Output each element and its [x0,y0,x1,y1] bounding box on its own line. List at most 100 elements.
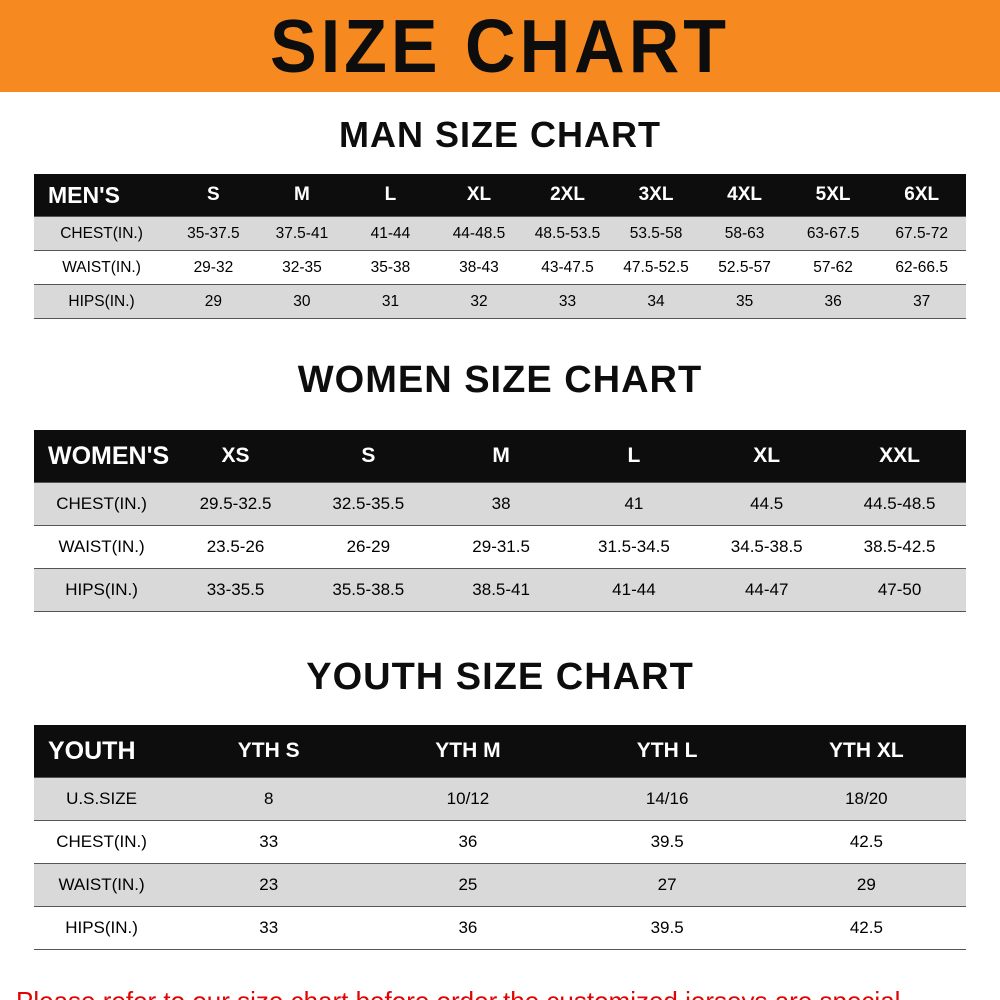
cell: 10/12 [446,789,490,808]
table-row: HIPS(IN.) 33 36 39.5 42.5 [34,907,966,950]
table-row: HIPS(IN.) 33-35.5 35.5-38.5 38.5-41 41-44 44-… [34,568,966,612]
row-label: HIPS(IN.) [68,292,135,310]
cell: 58-63 [724,224,765,242]
cell: 35-37.5 [187,224,240,242]
column-header: L [346,174,435,217]
column-header: S [169,174,258,217]
size-table: YOUTH YTH S YTH M YTH L YTH XL U.S.SIZE 8 10/12… [34,725,966,950]
cell: 47.5-52.5 [623,258,689,276]
cell: 39.5 [650,832,684,851]
cell: 29-32 [193,258,234,276]
column-header: 2XL [523,174,612,217]
cell: 36 [458,832,478,851]
row-label: HIPS(IN.) [65,918,138,937]
cell: 42.5 [849,918,883,937]
cell: 14/16 [645,789,689,808]
women-size-table: WOMEN'S XS S M L XL XXL CHEST(IN.) 29.5-32.5 32.5… [34,430,966,612]
cell: 42.5 [849,832,883,851]
cell: 32.5-35.5 [332,494,405,513]
cell: 35.5-38.5 [332,580,405,599]
cell: 44.5 [750,494,784,513]
cell: 33 [558,292,577,310]
table-header-row: YOUTH YTH S YTH M YTH L YTH XL [34,725,966,778]
cell: 43-47.5 [541,258,594,276]
cell: 44.5-48.5 [863,494,936,513]
table-header-label: YOUTH [34,725,170,778]
cell: 35-38 [370,258,411,276]
table-row: CHEST(IN.) 35-37.5 37.5-41 41-44 44-48.5 48.5… [34,216,966,251]
cell: 39.5 [650,918,684,937]
cell: 30 [293,292,311,310]
cell: 32-35 [282,258,322,276]
row-label: U.S.SIZE [66,789,137,808]
table-row: WAIST(IN.) 23 25 27 29 [34,863,966,907]
cell: 29.5-32.5 [199,494,272,513]
cell: 18/20 [845,789,888,808]
men-section-heading: MAN SIZE CHART [339,114,661,155]
table-row: WAIST(IN.) 23.5-26 26-29 29-31.5 31.5-34.5 34… [34,526,966,569]
cell: 53.5-58 [629,224,683,242]
cell: 29 [856,875,876,894]
section-men: MAN SIZE CHART MEN'S S M L XL 2XL 3XL 4XL 5XL 6XL… [0,114,1000,319]
youth-size-table: YOUTH YTH S YTH M YTH L YTH XL U.S.SIZE 8 10/12… [34,725,966,950]
cell: 67.5-72 [895,224,948,242]
table-header-row: MEN'S S M L XL 2XL 3XL 4XL 5XL 6XL [34,174,966,217]
row-label: CHEST(IN.) [56,832,147,851]
cell: 41-44 [612,580,656,599]
cell: 8 [263,789,274,808]
banner: SIZE CHART [0,0,1000,92]
cell: 62-66.5 [895,258,948,276]
cell: 26-29 [346,537,391,556]
cell: 31.5-34.5 [597,537,670,556]
column-header: XL [434,174,524,217]
cell: 27 [657,875,677,894]
column-header: YTH L [567,725,767,778]
column-header: 6XL [877,174,966,217]
cell: 33-35.5 [206,580,265,599]
cell: 33 [259,918,279,937]
size-table: WOMEN'S XS S M L XL XXL CHEST(IN.) 29.5-32.5 32.5… [34,430,966,612]
row-label: WAIST(IN.) [62,258,141,276]
women-section-heading: WOMEN SIZE CHART [297,359,703,401]
cell: 31 [381,292,400,310]
men-size-table: MEN'S S M L XL 2XL 3XL 4XL 5XL 6XL CHEST(IN.) 35-37… [34,174,966,319]
cell: 38.5-41 [472,580,530,599]
column-header: YTH S [169,725,369,778]
cell: 41 [624,494,644,513]
youth-size-table-wrap: YOUTH YTH S YTH M YTH L YTH XL U.S.SIZE 8 10/12… [34,725,966,950]
row-label: CHEST(IN.) [60,224,143,242]
section-women: WOMEN SIZE CHART WOMEN'S XS S M L XL XXL CHEST(… [0,359,1000,612]
cell: 38-43 [459,258,499,276]
cell: 34.5-38.5 [730,537,803,556]
cell: 47-50 [877,580,922,599]
column-header: L [567,430,701,483]
column-header: YTH XL [766,725,966,778]
cell: 36 [824,292,842,310]
footer-note: Please refer to our size chart before or… [16,984,1000,1000]
column-header: S [301,430,435,483]
cell: 48.5-53.5 [534,224,601,242]
cell: 29-31.5 [472,537,530,556]
cell: 32 [470,292,488,310]
table-header-row: WOMEN'S XS S M L XL XXL [34,430,966,483]
cell: 63-67.5 [806,224,860,242]
column-header: XXL [833,430,966,483]
cell: 33 [259,832,279,851]
table-header-label: WOMEN'S [34,430,169,483]
row-label: WAIST(IN.) [58,537,145,556]
row-label: HIPS(IN.) [65,580,138,599]
table-row: HIPS(IN.) 29 30 31 32 33 34 35 36 37 [34,284,966,319]
cell: 44-48.5 [452,224,506,242]
cell: 25 [458,875,478,894]
table-row: WAIST(IN.) 29-32 32-35 35-38 38-43 43-47.5 47.… [34,251,966,285]
cell: 34 [647,292,665,310]
page-title: SIZE CHART [270,3,730,89]
cell: 23 [259,875,279,894]
column-header: XL [700,430,834,483]
size-table: MEN'S S M L XL 2XL 3XL 4XL 5XL 6XL CHEST(IN.) 35-37… [34,174,966,319]
table-row: CHEST(IN.) 29.5-32.5 32.5-35.5 38 41 44.5 44.5… [34,482,966,526]
footer-note-line1: Please refer to our size chart before or… [16,984,1000,1000]
cell: 37.5-41 [275,224,329,242]
column-header: 4XL [700,174,789,217]
